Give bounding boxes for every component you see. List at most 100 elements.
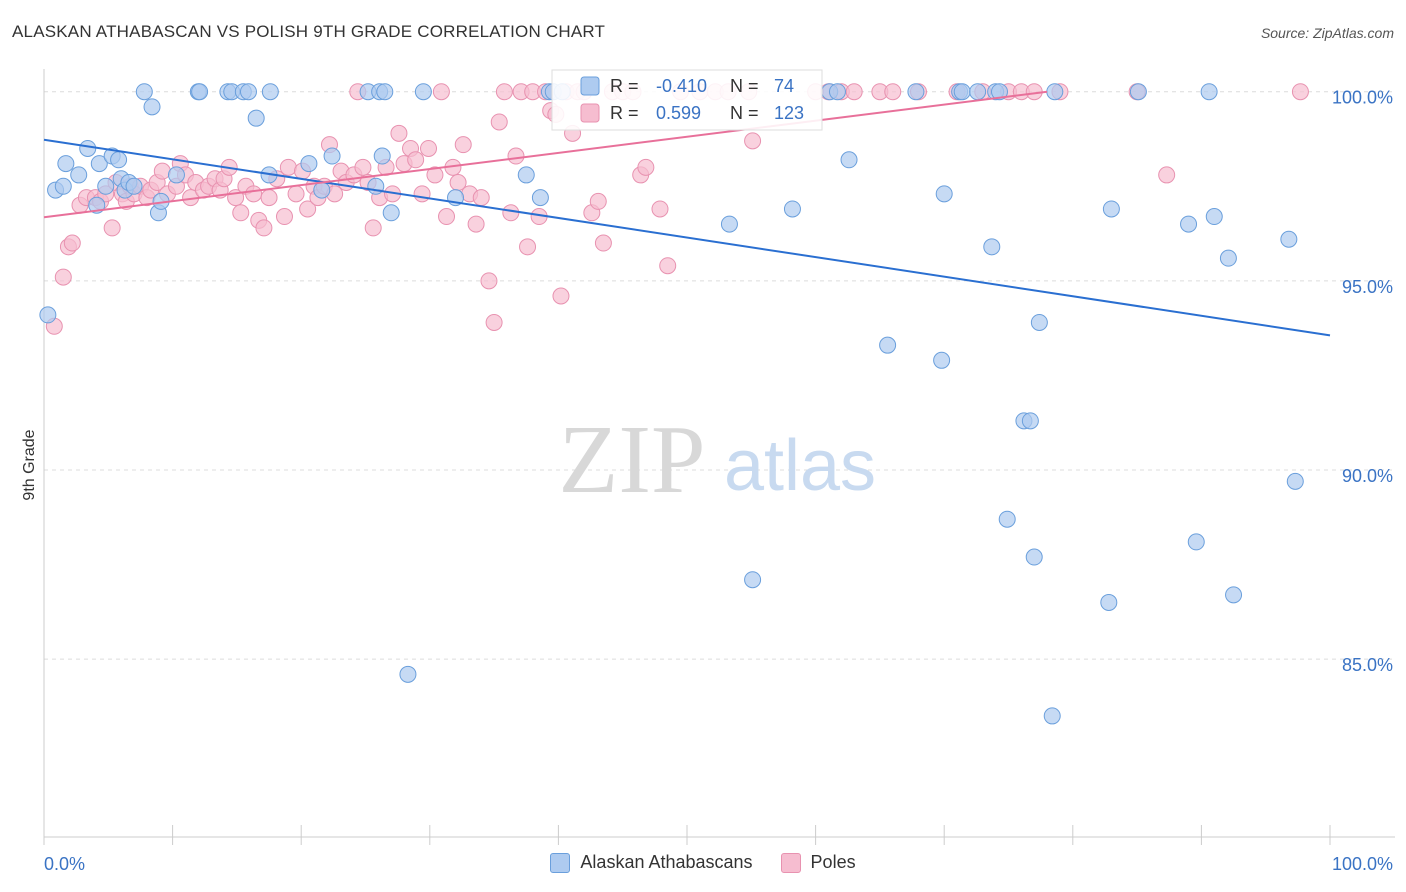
- poles-point: [552, 287, 570, 305]
- athabascan-point: [1180, 215, 1198, 233]
- athabascan-point: [953, 83, 971, 101]
- poles-point: [420, 139, 438, 157]
- poles-point: [299, 200, 317, 218]
- legend-n-value-2: 123: [774, 103, 804, 123]
- athabascan-point: [1046, 83, 1064, 101]
- gridlines: [44, 91, 1395, 660]
- athabascan-point: [167, 166, 185, 184]
- athabascan-point: [191, 83, 209, 101]
- bottom-legend: Alaskan Athabascans Poles: [0, 852, 1406, 873]
- athabascan-point: [1200, 83, 1218, 101]
- poles-point: [651, 200, 669, 218]
- athabascan-point: [1021, 412, 1039, 430]
- athabascan-trend-line: [43, 138, 1331, 337]
- athabascan-point: [90, 155, 108, 173]
- trend-lines: [43, 90, 1331, 337]
- y-tick-label: 90.0%: [1342, 466, 1393, 486]
- athabascan-point: [323, 147, 341, 165]
- legend-item-athabascans[interactable]: Alaskan Athabascans: [550, 852, 753, 873]
- poles-point: [153, 162, 171, 180]
- poles-point: [659, 257, 677, 275]
- poles-point: [287, 185, 305, 203]
- athabascan-point: [135, 83, 153, 101]
- athabascan-point: [70, 166, 88, 184]
- athabascan-point: [1030, 313, 1048, 331]
- athabascan-point: [1225, 586, 1243, 604]
- athabascan-point: [1205, 208, 1223, 226]
- poles-point: [454, 136, 472, 154]
- athabascan-point: [879, 336, 897, 354]
- legend-item-poles[interactable]: Poles: [780, 852, 856, 873]
- poles-point: [490, 113, 508, 131]
- poles-point: [744, 132, 762, 150]
- athabascan-point: [382, 204, 400, 222]
- x-tick-label: 0.0%: [44, 854, 85, 874]
- poles-point: [502, 204, 520, 222]
- legend-swatch-athabascans: [550, 852, 571, 873]
- athabascan-point: [1100, 593, 1118, 611]
- poles-point: [438, 208, 456, 226]
- athabascan-point: [517, 166, 535, 184]
- poles-point: [275, 208, 293, 226]
- athabascan-point: [933, 351, 951, 369]
- legend-label-athabascans: Alaskan Athabascans: [580, 852, 753, 872]
- y-axis-label: 9th Grade: [21, 429, 38, 500]
- poles-point: [495, 83, 513, 101]
- legend-r-value-2: 0.599: [656, 103, 701, 123]
- poles-point: [472, 189, 490, 207]
- legend-box: R = -0.410 N = 74 R = 0.599 N = 123: [551, 69, 823, 131]
- athabascan-point: [414, 83, 432, 101]
- athabascan-point: [1187, 533, 1205, 551]
- poles-point: [485, 313, 503, 331]
- athabascan-point: [376, 83, 394, 101]
- poles-trend-line: [43, 90, 1048, 219]
- poles-point: [260, 189, 278, 207]
- athabascan-point: [313, 181, 331, 199]
- poles-point: [637, 158, 655, 176]
- poles-point: [432, 83, 450, 101]
- poles-point: [407, 151, 425, 169]
- athabascan-point: [110, 151, 128, 169]
- athabascan-point: [1025, 548, 1043, 566]
- poles-point: [245, 185, 263, 203]
- athabascan-point: [969, 83, 987, 101]
- athabascan-point: [907, 83, 925, 101]
- legend-swatch-pink: [580, 103, 600, 123]
- x-tick-label: 100.0%: [1332, 854, 1393, 874]
- poles-point: [589, 192, 607, 210]
- athabascan-point: [125, 177, 143, 195]
- athabascan-point: [1129, 83, 1147, 101]
- legend-label-poles: Poles: [810, 852, 856, 872]
- athabascan-point: [1219, 249, 1237, 267]
- poles-point: [232, 204, 250, 222]
- athabascan-point: [983, 238, 1001, 256]
- athabascan-point: [828, 83, 846, 101]
- athabascan-point: [720, 215, 738, 233]
- legend-r-label-2: R =: [610, 103, 639, 123]
- athabascan-point: [744, 571, 762, 589]
- legend-swatch-poles: [780, 852, 801, 873]
- poles-point: [426, 166, 444, 184]
- poles-point: [255, 219, 273, 237]
- poles-point: [467, 215, 485, 233]
- athabascan-point: [97, 177, 115, 195]
- poles-point: [519, 238, 537, 256]
- athabascan-point: [990, 83, 1008, 101]
- athabascan-point: [54, 177, 72, 195]
- athabascan-point: [1043, 707, 1061, 725]
- poles-point: [354, 158, 372, 176]
- legend-r-value-1: -0.410: [656, 76, 707, 96]
- athabascan-point: [373, 147, 391, 165]
- poles-point: [103, 219, 121, 237]
- legend-n-label-2: N =: [730, 103, 759, 123]
- poles-point: [63, 234, 81, 252]
- athabascan-point: [531, 189, 549, 207]
- poles-point: [279, 158, 297, 176]
- athabascan-points: [39, 83, 1304, 725]
- chart-title: ALASKAN ATHABASCAN VS POLISH 9TH GRADE C…: [12, 22, 606, 41]
- poles-point: [413, 185, 431, 203]
- poles-point: [845, 83, 863, 101]
- athabascan-point: [247, 109, 265, 127]
- poles-point: [507, 147, 525, 165]
